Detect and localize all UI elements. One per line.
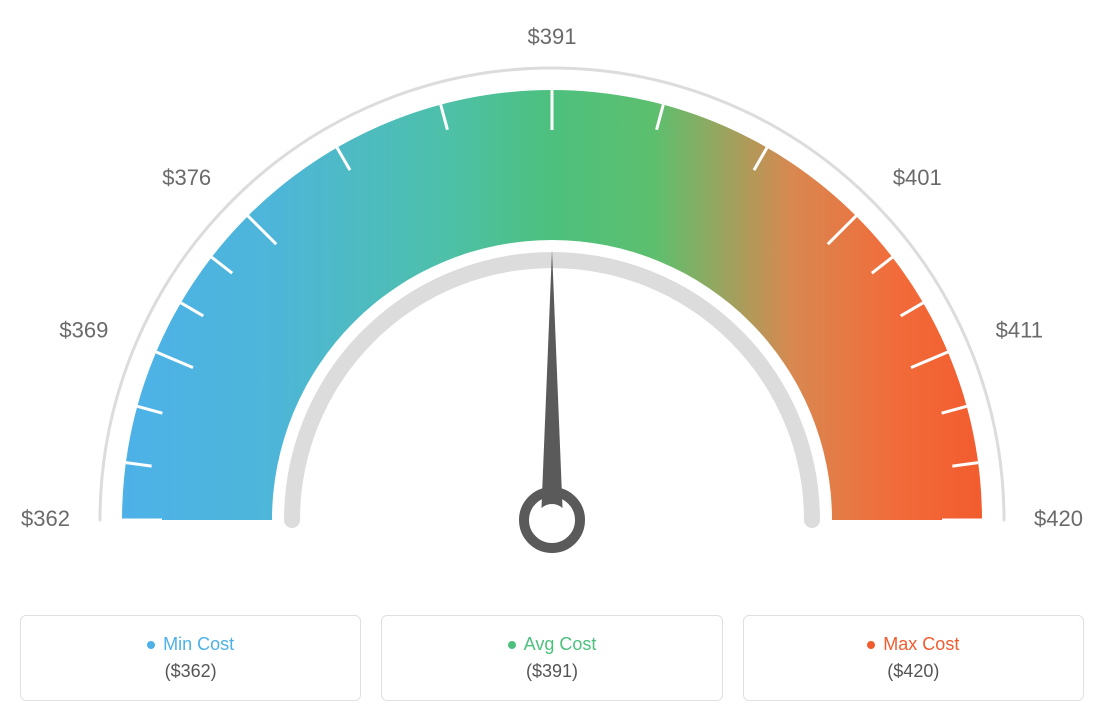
legend-dot-max: [867, 641, 875, 649]
legend-row: Min Cost ($362) Avg Cost ($391) Max Cost…: [20, 615, 1084, 701]
legend-dot-avg: [508, 641, 516, 649]
cost-gauge-chart: $362 $369 $376 $391 $401 $411 $420: [20, 20, 1084, 585]
svg-text:$420: $420: [1034, 506, 1083, 531]
legend-card-avg: Avg Cost ($391): [381, 615, 722, 701]
legend-value-avg: ($391): [392, 661, 711, 682]
legend-card-min: Min Cost ($362): [20, 615, 361, 701]
svg-text:$369: $369: [59, 318, 108, 343]
legend-label-min: Min Cost: [163, 634, 234, 655]
legend-value-min: ($362): [31, 661, 350, 682]
svg-text:$376: $376: [162, 165, 211, 190]
gauge-svg: $362 $369 $376 $391 $401 $411 $420: [20, 20, 1084, 580]
legend-label-avg: Avg Cost: [524, 634, 597, 655]
legend-value-max: ($420): [754, 661, 1073, 682]
svg-text:$401: $401: [893, 165, 942, 190]
legend-label-max: Max Cost: [883, 634, 959, 655]
legend-dot-min: [147, 641, 155, 649]
legend-card-max: Max Cost ($420): [743, 615, 1084, 701]
svg-text:$391: $391: [528, 24, 577, 49]
svg-text:$362: $362: [21, 506, 70, 531]
svg-text:$411: $411: [996, 318, 1043, 343]
